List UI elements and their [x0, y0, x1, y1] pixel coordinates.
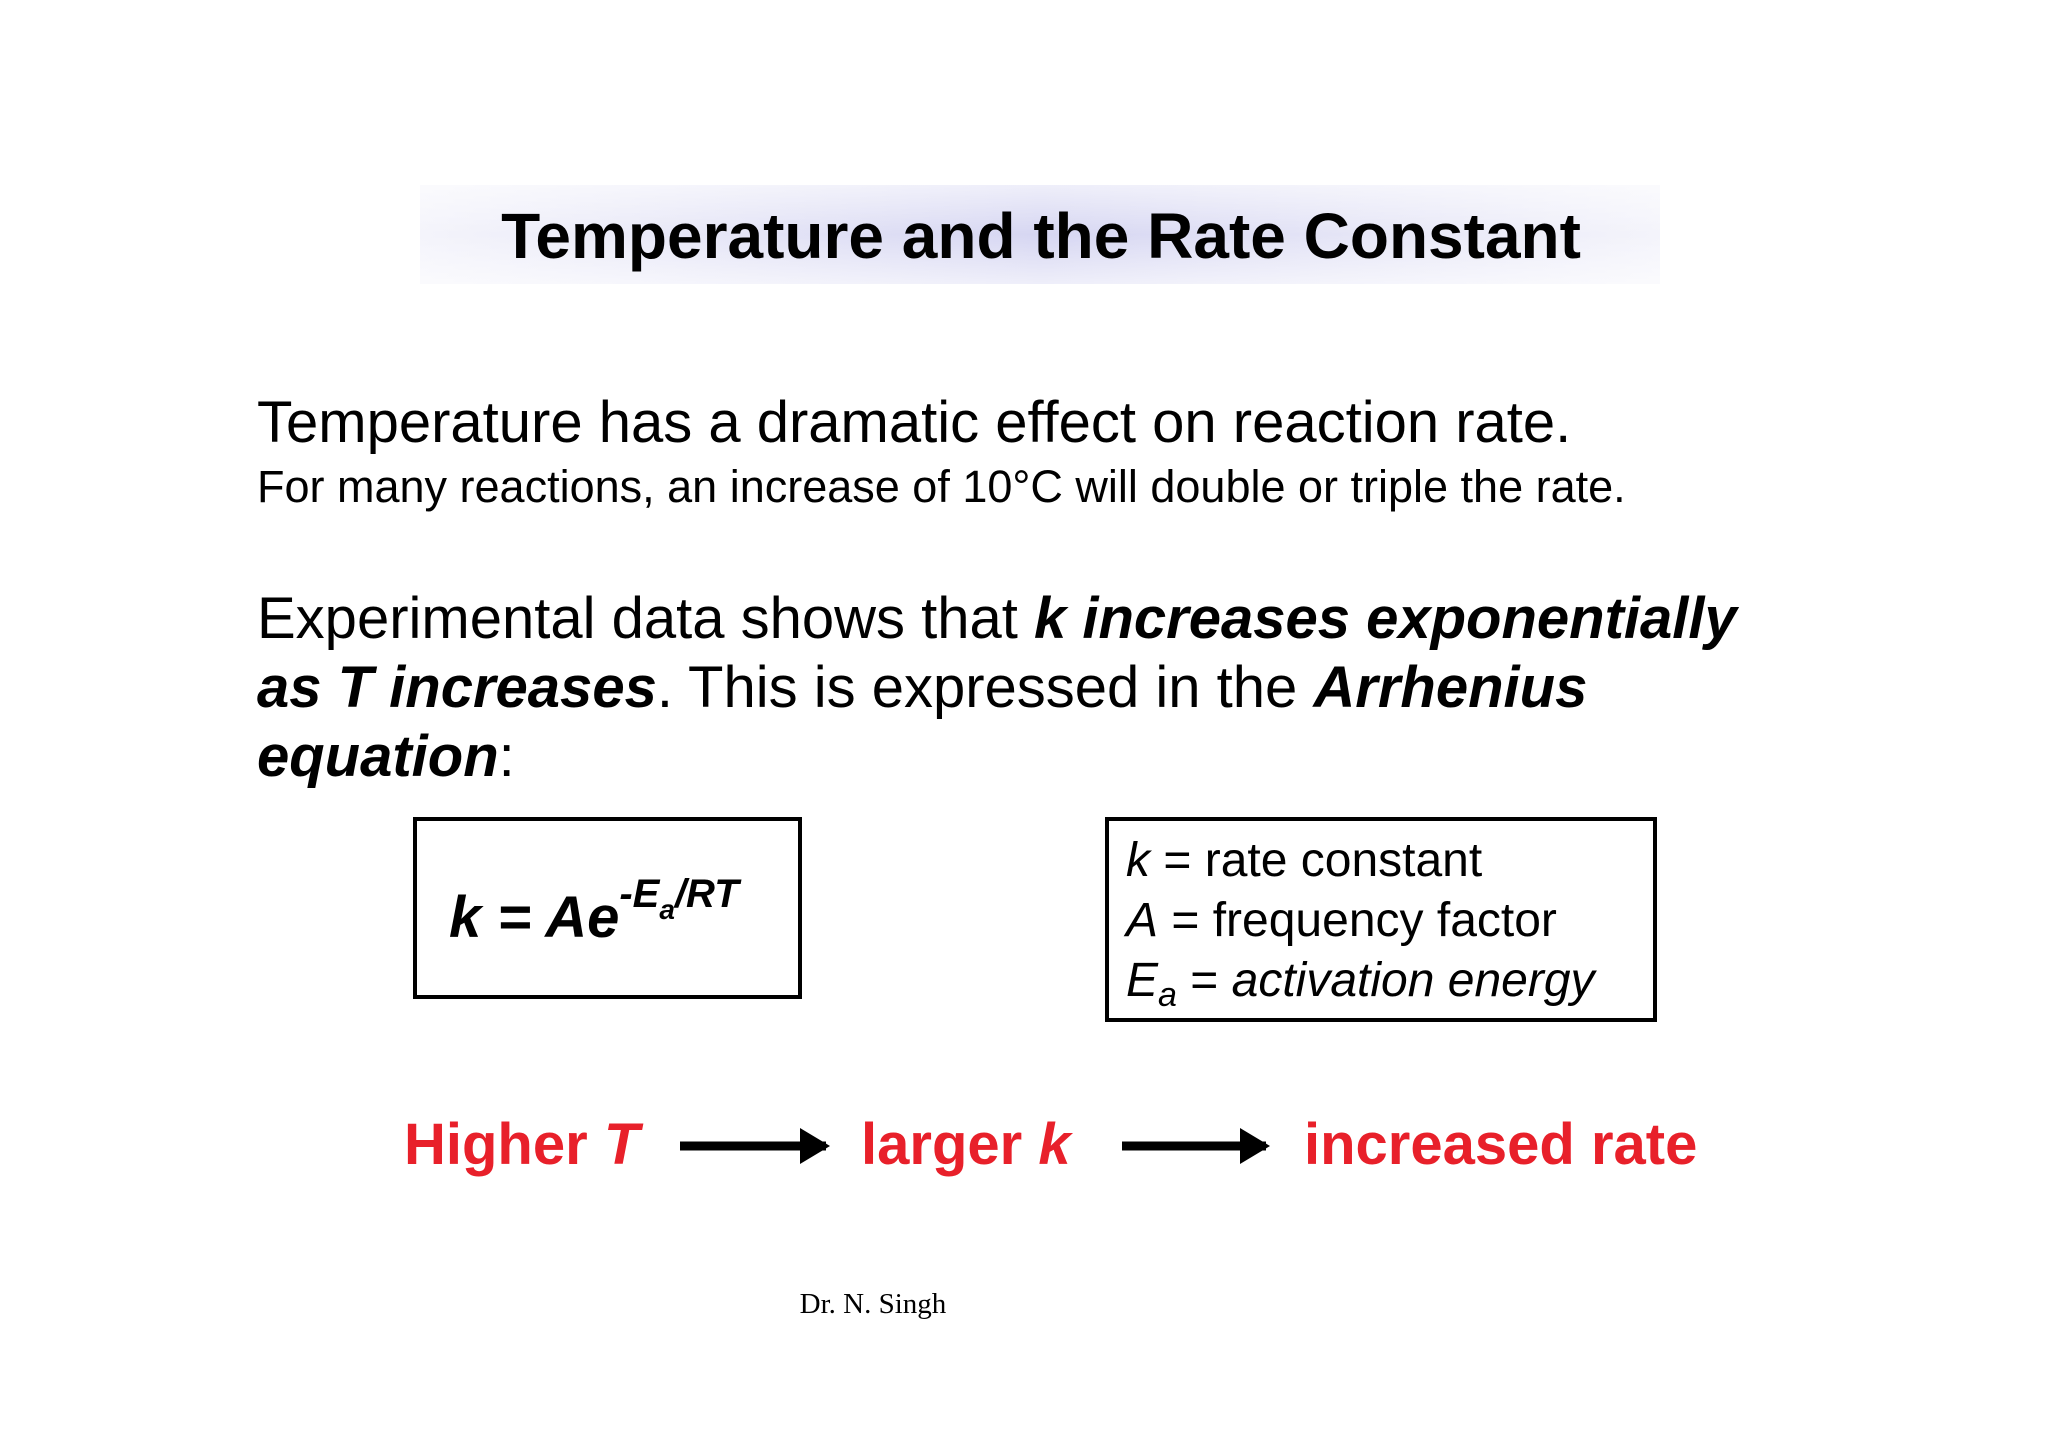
flow-step: larger k: [861, 1112, 1073, 1177]
footer: Dr. N. Singh: [800, 1288, 947, 1320]
legend-relation: =: [1150, 834, 1205, 887]
statement-line: equation:: [257, 724, 515, 789]
legend-line: Ea = activation energy: [1126, 954, 1598, 1014]
flow-symbol: k: [1038, 1112, 1073, 1177]
legend-line: A = frequency factor: [1123, 894, 1557, 947]
legend-meaning: rate constant: [1205, 834, 1483, 887]
statement-emphasis: k increases exponentially: [1034, 586, 1740, 651]
flow-text: larger: [861, 1112, 1038, 1177]
legend-symbol: k: [1126, 834, 1153, 887]
flow-symbol: T: [604, 1112, 644, 1177]
legend-meaning: activation energy: [1232, 954, 1598, 1007]
statement-emphasis: equation: [257, 724, 499, 789]
legend-symbol: A: [1123, 894, 1158, 947]
equation-base: k = Ae: [449, 885, 619, 950]
statement-line: as T increases. This is expressed in the…: [257, 655, 1587, 720]
intro-main: Temperature has a dramatic effect on rea…: [257, 390, 1571, 455]
legend-relation: =: [1158, 894, 1213, 947]
statement-line: Experimental data shows that k increases…: [257, 586, 1740, 651]
legend-symbol: E: [1126, 954, 1159, 1007]
flow-arrowhead: [800, 1128, 830, 1164]
legend-box: [1105, 817, 1657, 1022]
legend-line: k = rate constant: [1126, 834, 1482, 887]
flow-text: increased rate: [1304, 1112, 1697, 1177]
equation: k = Ae-Ea/RT: [449, 872, 742, 950]
legend-subscript: a: [1158, 976, 1177, 1014]
flow-arrowhead: [1240, 1128, 1270, 1164]
flow-text: Higher: [404, 1112, 604, 1177]
statement-text: Experimental data shows that: [257, 586, 1034, 651]
title: Temperature and the Rate Constant: [501, 200, 1581, 272]
statement-text: :: [499, 724, 515, 789]
legend-relation: =: [1177, 954, 1232, 1007]
statement-text: . This is expressed in the: [657, 655, 1314, 720]
statement-emphasis: Arrhenius: [1311, 655, 1587, 720]
flow-step: increased rate: [1304, 1112, 1697, 1177]
statement-emphasis: as T increases: [257, 655, 657, 720]
legend-meaning: frequency factor: [1213, 894, 1557, 947]
equation-subscript: a: [659, 894, 675, 925]
equation-box: [413, 817, 802, 999]
equation-exponent: /RT: [673, 872, 742, 916]
equation-exponent: -E: [619, 872, 660, 916]
title-band-shade: [420, 185, 1660, 284]
intro-detail: For many reactions, an increase of 10°C …: [257, 461, 1626, 512]
flow-step: Higher T: [404, 1112, 644, 1177]
